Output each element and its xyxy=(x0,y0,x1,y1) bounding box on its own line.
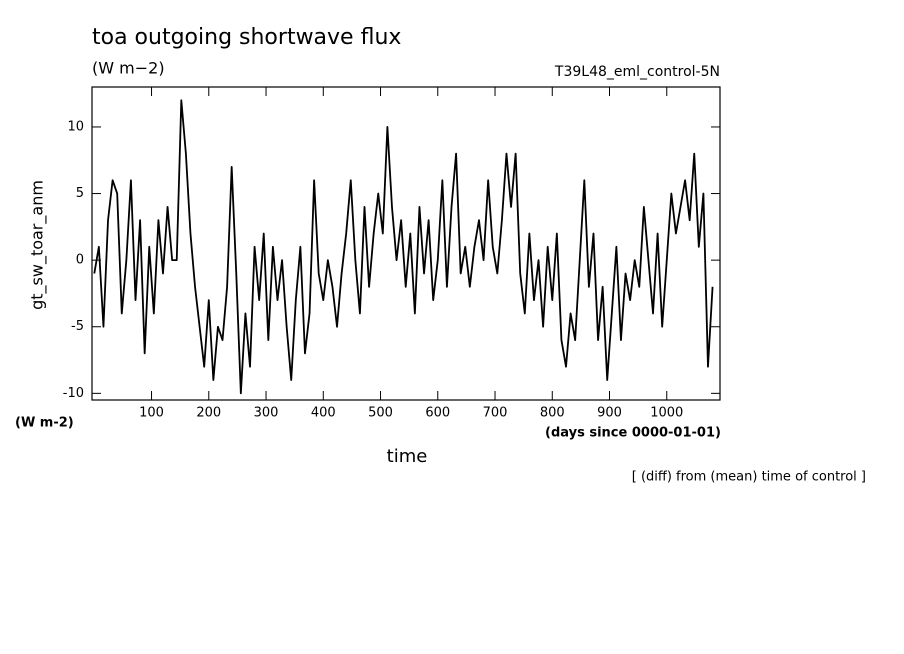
x-tick-label: 500 xyxy=(368,406,393,421)
y-tick-label: -5 xyxy=(71,319,84,334)
run-label: T39L48_eml_control-5N xyxy=(554,64,720,80)
chart-title: toa outgoing shortwave flux xyxy=(92,25,401,50)
x-tick-label: 300 xyxy=(254,406,279,421)
note: [ (diff) from (mean) time of control ] xyxy=(632,470,866,485)
y-tick-label: -10 xyxy=(63,386,84,401)
x-tick-label: 400 xyxy=(311,406,336,421)
units: (W m−2) xyxy=(92,59,165,78)
x-tick-label: 700 xyxy=(483,406,508,421)
x-tick-label: 1000 xyxy=(650,406,683,421)
x-units: (days since 0000-01-01) xyxy=(545,426,721,441)
x-axis-label: time xyxy=(387,446,428,467)
x-tick-label: 100 xyxy=(139,406,164,421)
x-tick-label: 600 xyxy=(425,406,450,421)
x-tick-label: 900 xyxy=(597,406,622,421)
x-tick-label: 200 xyxy=(196,406,221,421)
y-tick-label: 5 xyxy=(76,186,84,201)
x-tick-label: 800 xyxy=(540,406,565,421)
y-axis-label: gt_sw_toar_anm xyxy=(28,180,48,310)
plot-frame xyxy=(91,86,721,401)
data-line xyxy=(93,99,714,395)
y-tick-label: 0 xyxy=(76,253,84,268)
y-units: (W m-2) xyxy=(15,416,74,431)
y-tick-label: 10 xyxy=(67,119,84,134)
